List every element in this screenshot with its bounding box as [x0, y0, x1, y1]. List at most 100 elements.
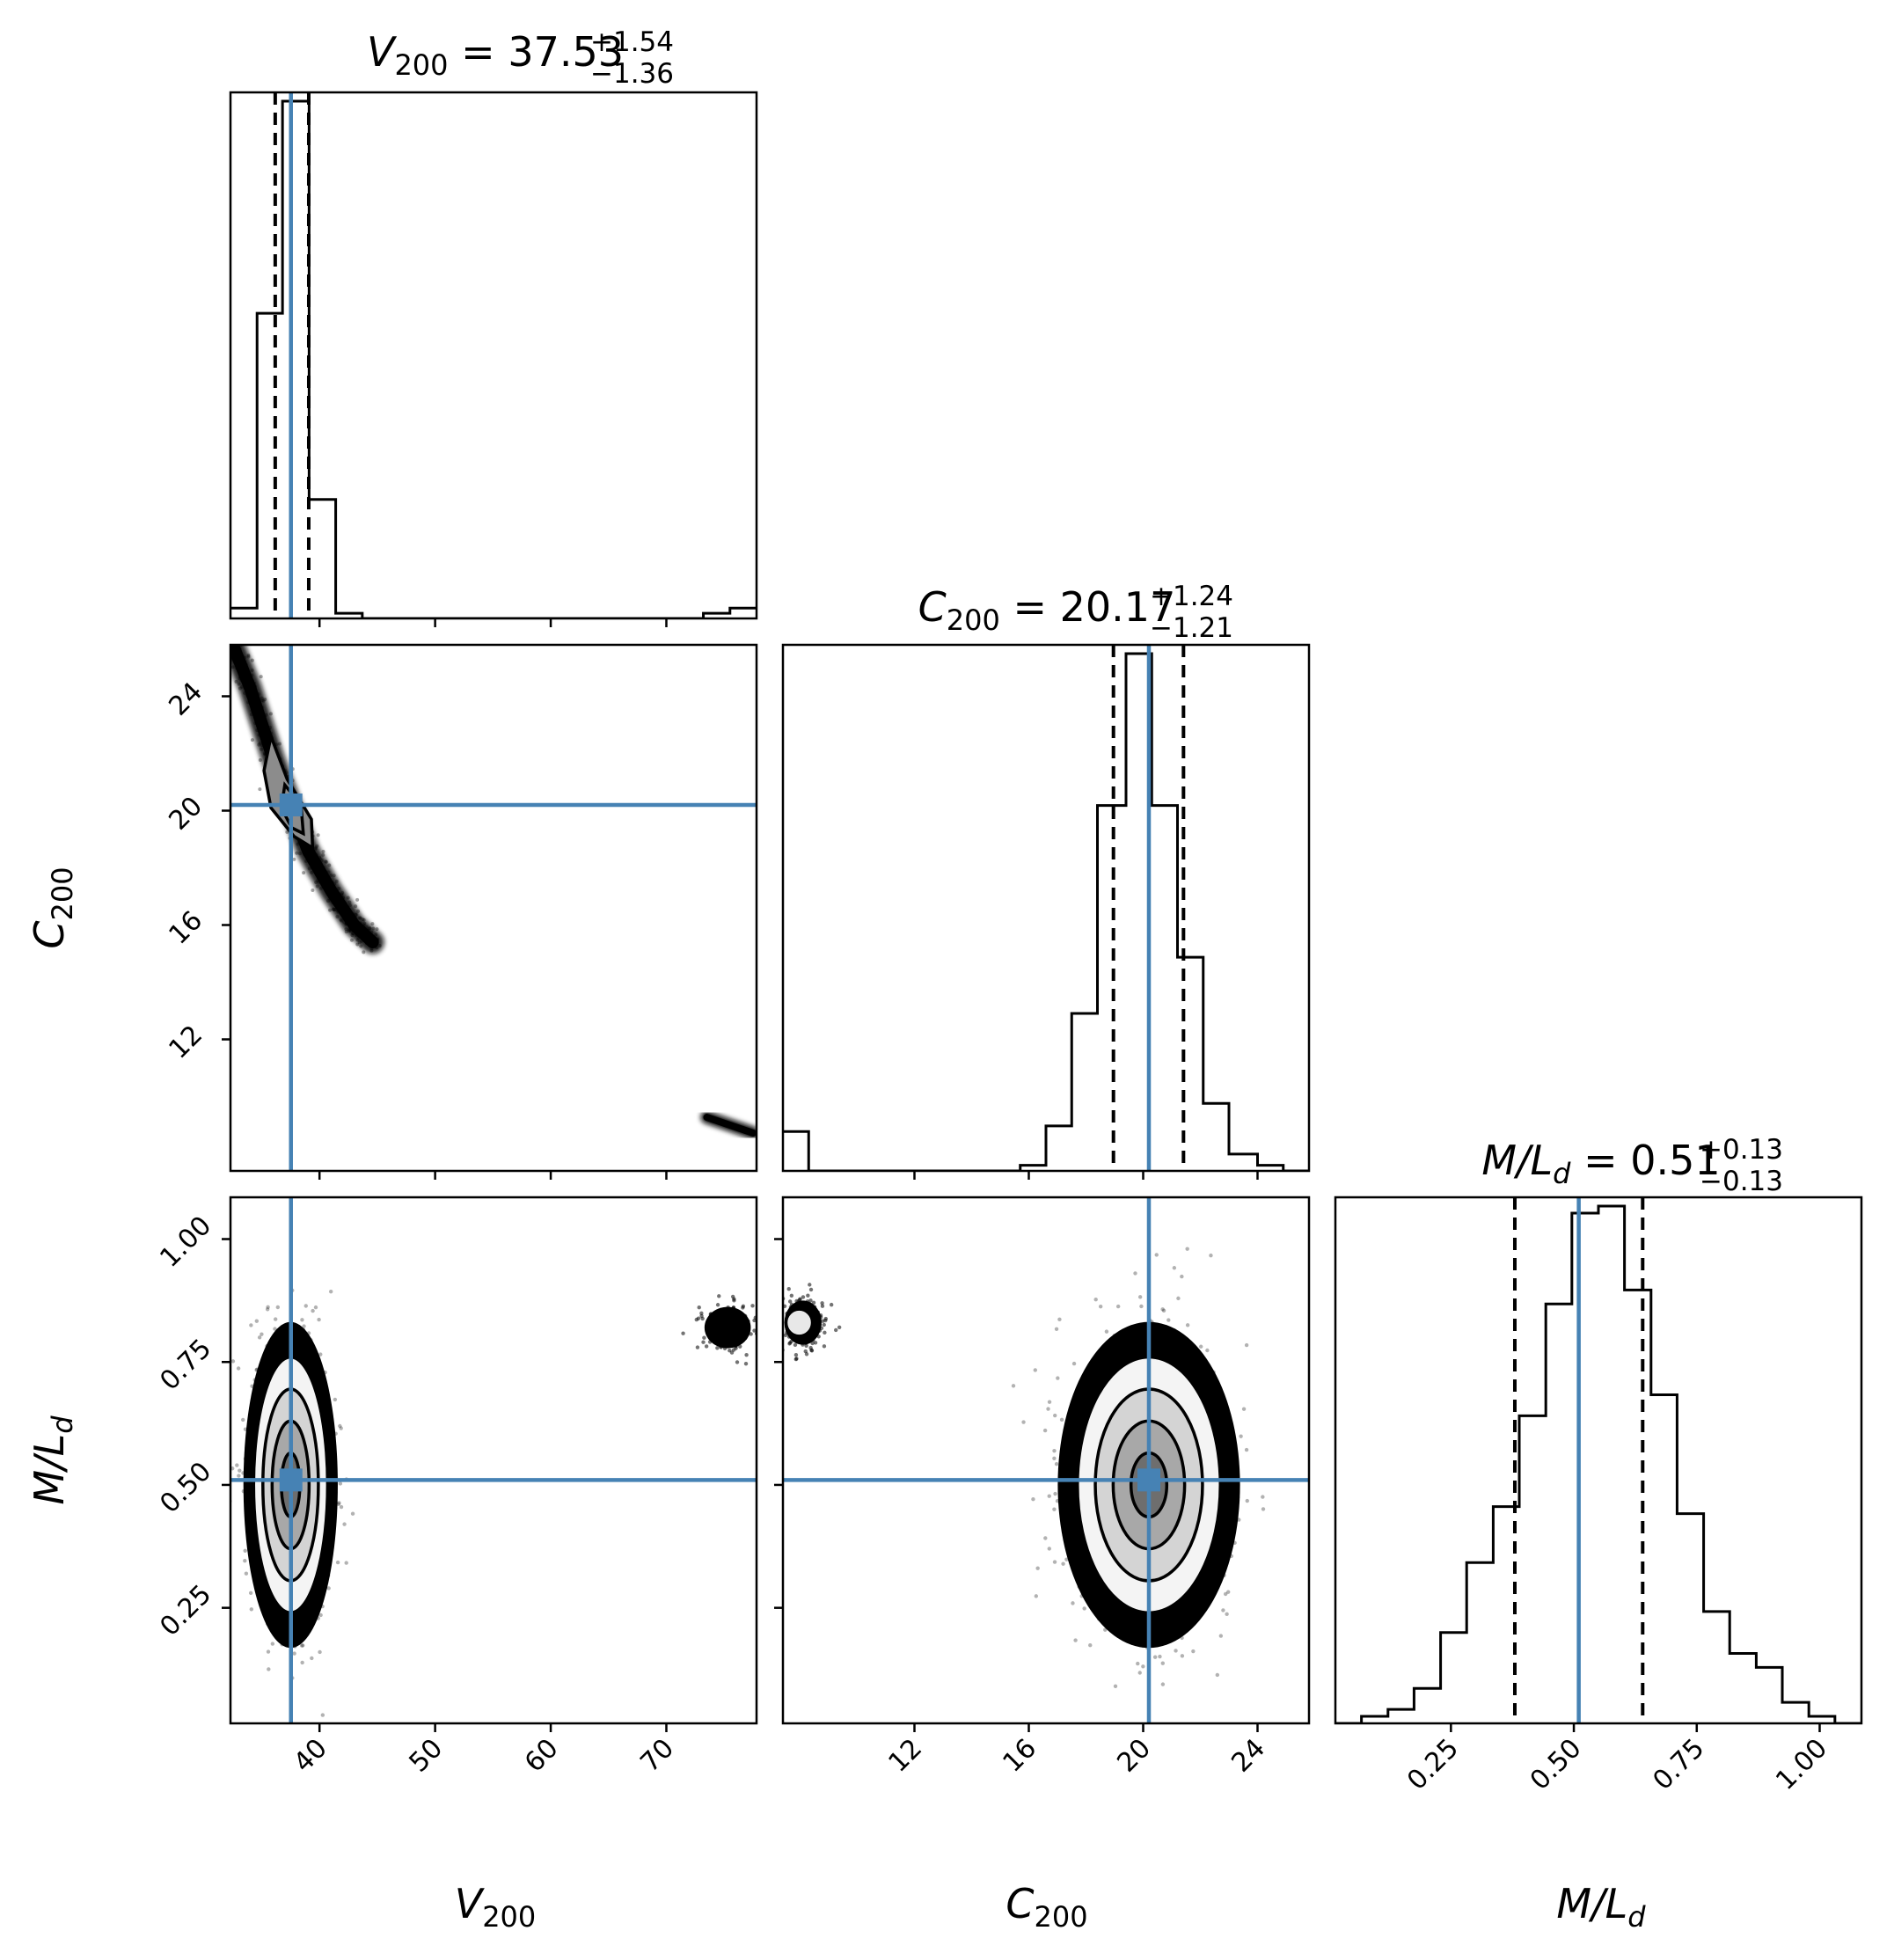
outlier-point — [833, 1327, 838, 1333]
sample-point — [364, 925, 369, 929]
sample-point — [262, 726, 267, 730]
sample-point — [248, 701, 252, 706]
sample-point — [340, 911, 345, 916]
sample-point — [1052, 1448, 1057, 1453]
outlier-point — [793, 1352, 799, 1357]
sample-point — [1011, 1384, 1016, 1388]
sample-point — [327, 888, 332, 892]
xtick-label-ml-2: 0.75 — [1647, 1733, 1710, 1796]
sample-point — [250, 738, 254, 742]
sample-point — [237, 1474, 241, 1478]
sample-point — [341, 896, 346, 900]
sample-point — [356, 936, 361, 940]
sample-point — [333, 887, 338, 891]
sample-point — [370, 940, 375, 945]
sample-point — [251, 678, 255, 683]
sample-point — [325, 889, 329, 893]
outlier-point — [761, 1309, 764, 1313]
sample-point — [333, 898, 338, 903]
sample-point — [1073, 1638, 1078, 1642]
sample-point — [358, 927, 362, 932]
sample-point — [355, 927, 359, 932]
sample-point — [257, 1335, 262, 1340]
sample-point — [231, 646, 236, 650]
sample-point — [369, 948, 374, 953]
sample-point — [327, 896, 332, 901]
sample-point — [253, 684, 258, 689]
sample-point — [347, 927, 351, 932]
sample-point — [362, 927, 367, 932]
sample-point — [267, 730, 271, 735]
sample-point — [1141, 1664, 1145, 1669]
sample-point — [324, 887, 328, 891]
sample-point — [250, 708, 254, 713]
sample-point — [217, 648, 221, 652]
sample-point — [245, 675, 249, 679]
sample-point — [347, 903, 352, 907]
outlier-point — [694, 1317, 699, 1322]
ytick-label-c200-1: 16 — [163, 905, 208, 951]
sample-point — [358, 932, 362, 937]
sample-point — [335, 1560, 340, 1565]
sample-point — [344, 922, 348, 926]
histogram-ml — [1335, 1204, 1861, 1723]
outlier-point — [715, 1303, 720, 1307]
sample-point — [339, 918, 343, 922]
sample-point — [250, 689, 254, 693]
sample-point — [258, 757, 262, 762]
sample-point — [1225, 1612, 1229, 1617]
outlier-point — [829, 1302, 834, 1307]
sample-point — [261, 728, 266, 733]
sample-point — [320, 877, 325, 881]
x-ticks-ml: 0.25 0.50 0.75 1.00 — [1401, 1733, 1833, 1796]
frame-v200-ml — [229, 1196, 758, 1725]
sample-point — [310, 1656, 314, 1661]
sample-point — [265, 1307, 270, 1312]
sample-point — [313, 860, 318, 865]
sample-point — [360, 932, 364, 936]
sample-point — [1052, 1507, 1057, 1511]
sample-point — [264, 728, 268, 733]
sample-point — [262, 751, 267, 756]
sample-point — [315, 860, 319, 865]
sample-point — [335, 897, 340, 902]
ytick-label-c200-0: 12 — [163, 1020, 208, 1065]
sample-point — [234, 679, 238, 684]
sample-point — [374, 932, 378, 937]
sample-point — [234, 650, 238, 655]
sample-point — [335, 889, 340, 894]
sample-point — [344, 921, 348, 925]
sample-point — [311, 853, 315, 858]
frame-c200-ml — [781, 1196, 1311, 1725]
sample-point — [1198, 1344, 1203, 1349]
sample-point — [258, 741, 262, 745]
sample-point — [243, 660, 247, 664]
sample-point — [331, 907, 335, 911]
sample-point — [255, 721, 260, 726]
outlier-point — [701, 1340, 706, 1344]
xtick-label-c200-3: 24 — [1225, 1733, 1271, 1779]
sample-point — [1136, 1661, 1140, 1666]
sample-point — [359, 944, 363, 948]
sample-point — [325, 899, 330, 903]
sample-point — [267, 1667, 271, 1671]
sample-point — [241, 669, 245, 674]
sample-point — [245, 692, 250, 697]
sample-point — [245, 674, 249, 678]
sample-point — [243, 655, 247, 660]
sample-point — [364, 927, 369, 932]
sample-point — [309, 848, 313, 852]
sample-point — [367, 933, 371, 938]
sample-point — [362, 921, 367, 925]
title-v200-plus: +1.54 — [590, 26, 674, 58]
sample-point — [317, 880, 321, 884]
ytick-label-c200-3: 24 — [163, 676, 208, 722]
outlier-point — [783, 1333, 788, 1337]
sample-point — [292, 1651, 296, 1656]
outlier-point — [767, 1324, 771, 1327]
sample-point — [1061, 1561, 1065, 1566]
sample-point — [372, 942, 377, 947]
sample-point — [344, 910, 348, 914]
sample-point — [318, 1352, 323, 1357]
sample-point — [1166, 1318, 1171, 1322]
